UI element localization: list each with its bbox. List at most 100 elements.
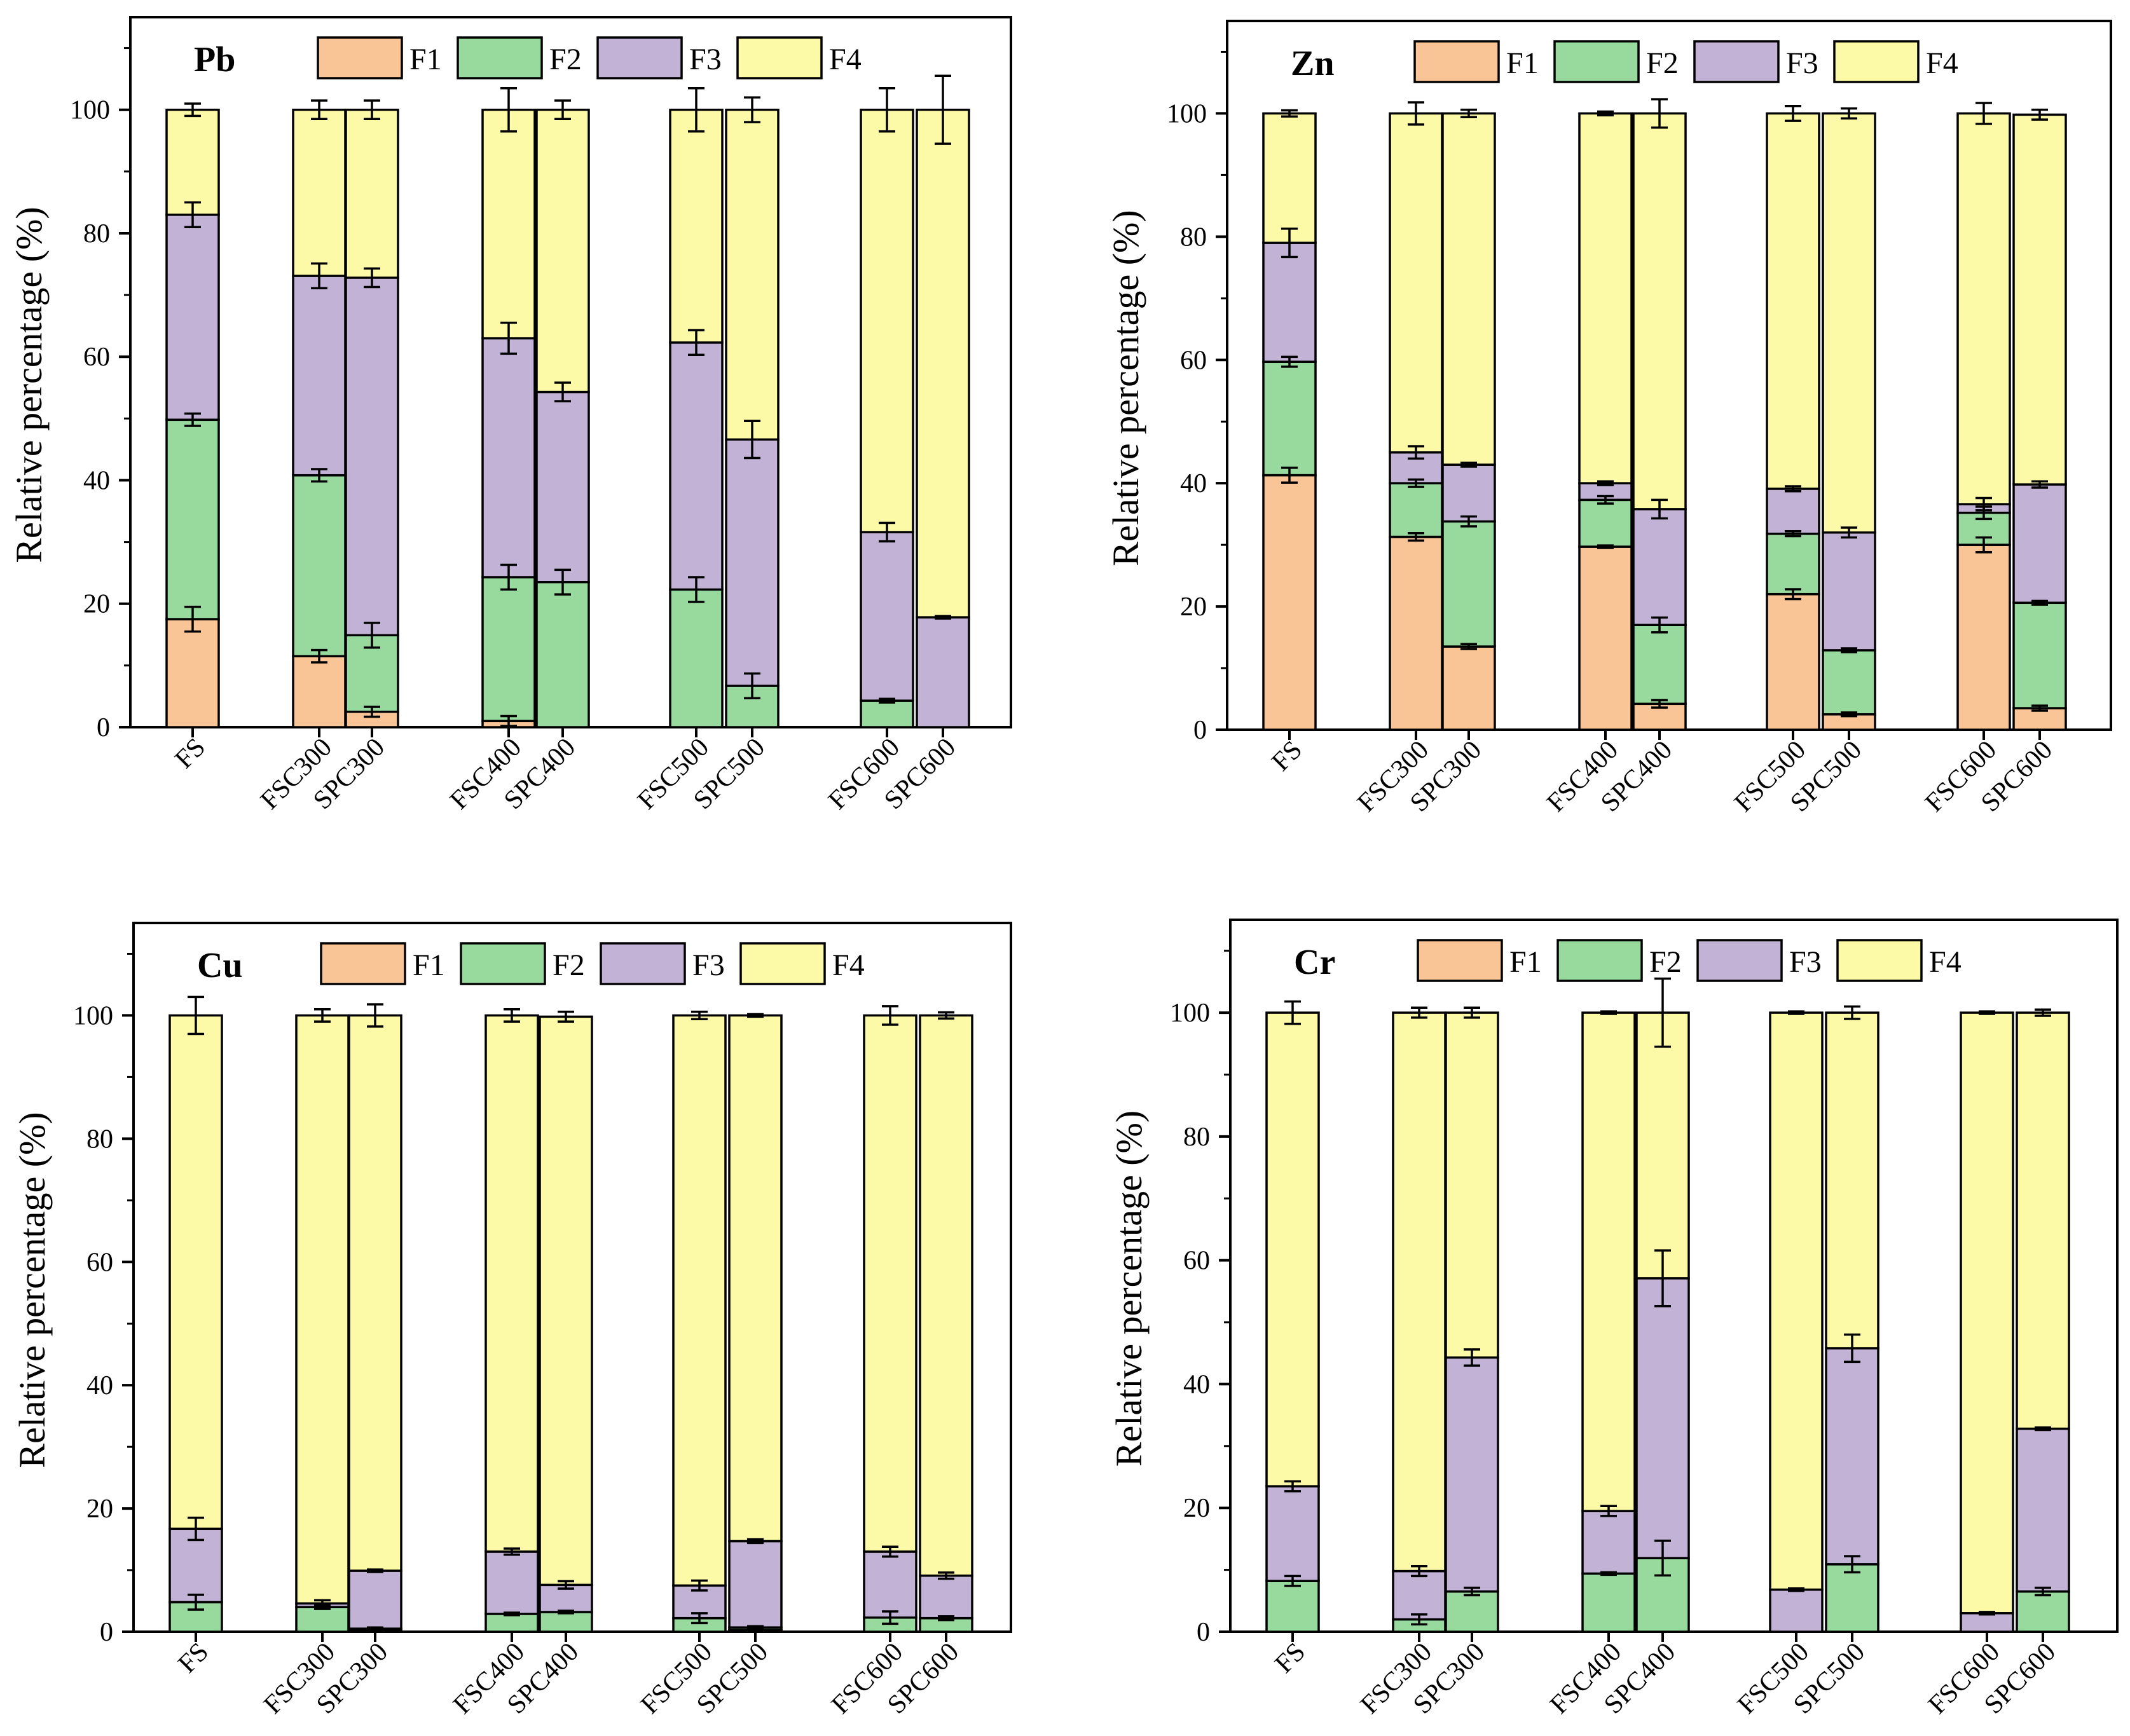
- legend-swatch-f3: [600, 942, 686, 985]
- bar-f2-spc600: [2016, 1590, 2070, 1633]
- legend-label-f3: F3: [689, 43, 722, 76]
- panel-title: Pb: [194, 40, 235, 79]
- legend-label-f3: F3: [1786, 46, 1818, 80]
- bar-f2-spc500: [1822, 649, 1876, 716]
- y-tick-label: 60: [86, 1248, 113, 1277]
- bar-f3-fsc400: [1581, 1510, 1636, 1575]
- bar-f2-fsc300: [295, 1606, 350, 1633]
- bar-f4-fs: [168, 1014, 223, 1530]
- bar-f4-spc300: [348, 1014, 402, 1572]
- y-tick-label: 0: [1193, 716, 1207, 745]
- legend-label-f2: F2: [553, 948, 585, 982]
- bar-f1-fsc400: [1578, 545, 1633, 731]
- bar-f4-spc500: [1822, 112, 1876, 534]
- bar-f3-fsc600: [863, 1550, 917, 1619]
- bar-f2-fsc400: [1581, 1572, 1636, 1633]
- y-tick-label: 20: [1183, 1494, 1210, 1523]
- bar-f3-spc400: [1632, 508, 1687, 626]
- y-tick-label: 40: [1183, 1370, 1210, 1399]
- legend-label-f2: F2: [1649, 945, 1682, 979]
- bar-f4-fsc600: [860, 108, 914, 533]
- bar-f1-fs: [1262, 474, 1317, 731]
- bar-f3-spc600: [919, 1575, 973, 1620]
- bar-f2-fs: [1262, 360, 1317, 477]
- bar-f2-spc600: [2012, 601, 2067, 709]
- bar-f3-fsc600: [1960, 1612, 2014, 1633]
- bar-f3-fsc600: [860, 531, 914, 702]
- bar-f4-spc300: [345, 108, 399, 279]
- bar-f4-spc500: [1825, 1011, 1879, 1350]
- bar-f4-spc300: [1441, 112, 1496, 466]
- bar-f2-spc400: [535, 580, 590, 728]
- y-tick-label: 80: [1183, 1123, 1210, 1152]
- legend-swatch-f4: [736, 36, 823, 79]
- bar-f2-spc300: [1441, 520, 1496, 648]
- bar-f3-spc300: [1445, 1356, 1499, 1593]
- bar-f3-fs: [1262, 242, 1317, 363]
- y-tick-label: 80: [86, 1124, 113, 1154]
- bar-f3-fs: [1265, 1485, 1320, 1582]
- bar-f4-fsc400: [481, 108, 536, 339]
- bar-f4-fsc300: [1392, 1011, 1446, 1573]
- bar-f2-fsc500: [1766, 532, 1820, 596]
- legend-swatch-f4: [1836, 939, 1923, 982]
- legend-swatch-f2: [460, 942, 546, 985]
- bar-f3-spc500: [725, 438, 780, 687]
- bar-f4-fsc600: [1960, 1011, 2014, 1615]
- bar-f3-fsc400: [481, 337, 536, 578]
- legend-label-f2: F2: [1646, 46, 1679, 80]
- bar-f1-fsc300: [292, 655, 347, 728]
- bar-f3-fsc500: [1769, 1589, 1824, 1633]
- y-tick-label: 60: [83, 343, 110, 372]
- x-tick-label: FS: [170, 733, 212, 775]
- panel-title: Cu: [197, 946, 243, 985]
- bar-f3-spc600: [2012, 483, 2067, 605]
- bar-f3-fs: [165, 214, 220, 421]
- bar-f4-spc600: [916, 108, 970, 619]
- y-axis-label: Relative percentage (%): [1105, 210, 1146, 566]
- bar-f4-fsc500: [1769, 1011, 1824, 1591]
- bar-f4-fsc400: [1581, 1011, 1636, 1512]
- y-tick-label: 0: [100, 1618, 113, 1647]
- legend-swatch-f1: [1413, 40, 1500, 83]
- y-tick-label: 20: [83, 590, 110, 619]
- bar-f1-fsc600: [1956, 543, 2011, 731]
- bar-f4-fsc500: [1766, 112, 1820, 490]
- bar-f3-spc500: [728, 1540, 783, 1629]
- bar-f4-spc400: [1635, 1011, 1690, 1280]
- y-axis-label: Relative percentage (%): [8, 207, 50, 563]
- bar-f4-fsc600: [863, 1014, 917, 1553]
- legend-swatch-f4: [739, 942, 826, 985]
- bar-f4-spc600: [2016, 1011, 2070, 1430]
- y-tick-label: 100: [70, 96, 110, 125]
- y-tick-label: 20: [1180, 592, 1207, 622]
- y-tick-label: 80: [83, 219, 110, 249]
- bar-f2-fsc400: [481, 576, 536, 723]
- x-tick-label: FS: [173, 1637, 215, 1679]
- bar-f3-fsc300: [292, 275, 347, 477]
- bar-f4-fsc300: [1389, 112, 1443, 454]
- bar-f3-spc500: [1822, 531, 1876, 652]
- bar-f3-spc300: [1441, 463, 1496, 523]
- legend-swatch-f2: [457, 36, 543, 79]
- bar-f1-fsc500: [1766, 592, 1820, 731]
- bar-f4-spc500: [728, 1014, 783, 1543]
- bar-f2-spc500: [1825, 1563, 1879, 1633]
- legend-swatch-f4: [1833, 40, 1920, 83]
- bar-f2-fs: [165, 418, 220, 620]
- y-tick-label: 80: [1180, 222, 1207, 252]
- bar-f1-spc300: [1441, 645, 1496, 731]
- bar-f4-fsc300: [295, 1014, 350, 1605]
- bar-f4-spc400: [539, 1015, 593, 1587]
- bar-f2-fsc400: [1578, 498, 1633, 548]
- legend-label-f1: F1: [1506, 46, 1539, 80]
- bar-f3-spc400: [1635, 1277, 1690, 1559]
- bar-f3-spc300: [348, 1569, 402, 1630]
- bar-f4-spc400: [1632, 112, 1687, 510]
- bar-f3-fsc300: [1392, 1569, 1446, 1621]
- bar-f3-fsc500: [669, 341, 724, 591]
- bar-f4-fsc500: [672, 1014, 727, 1587]
- legend-swatch-f3: [596, 36, 683, 79]
- bar-f4-spc500: [725, 108, 780, 441]
- y-tick-label: 0: [1197, 1618, 1210, 1647]
